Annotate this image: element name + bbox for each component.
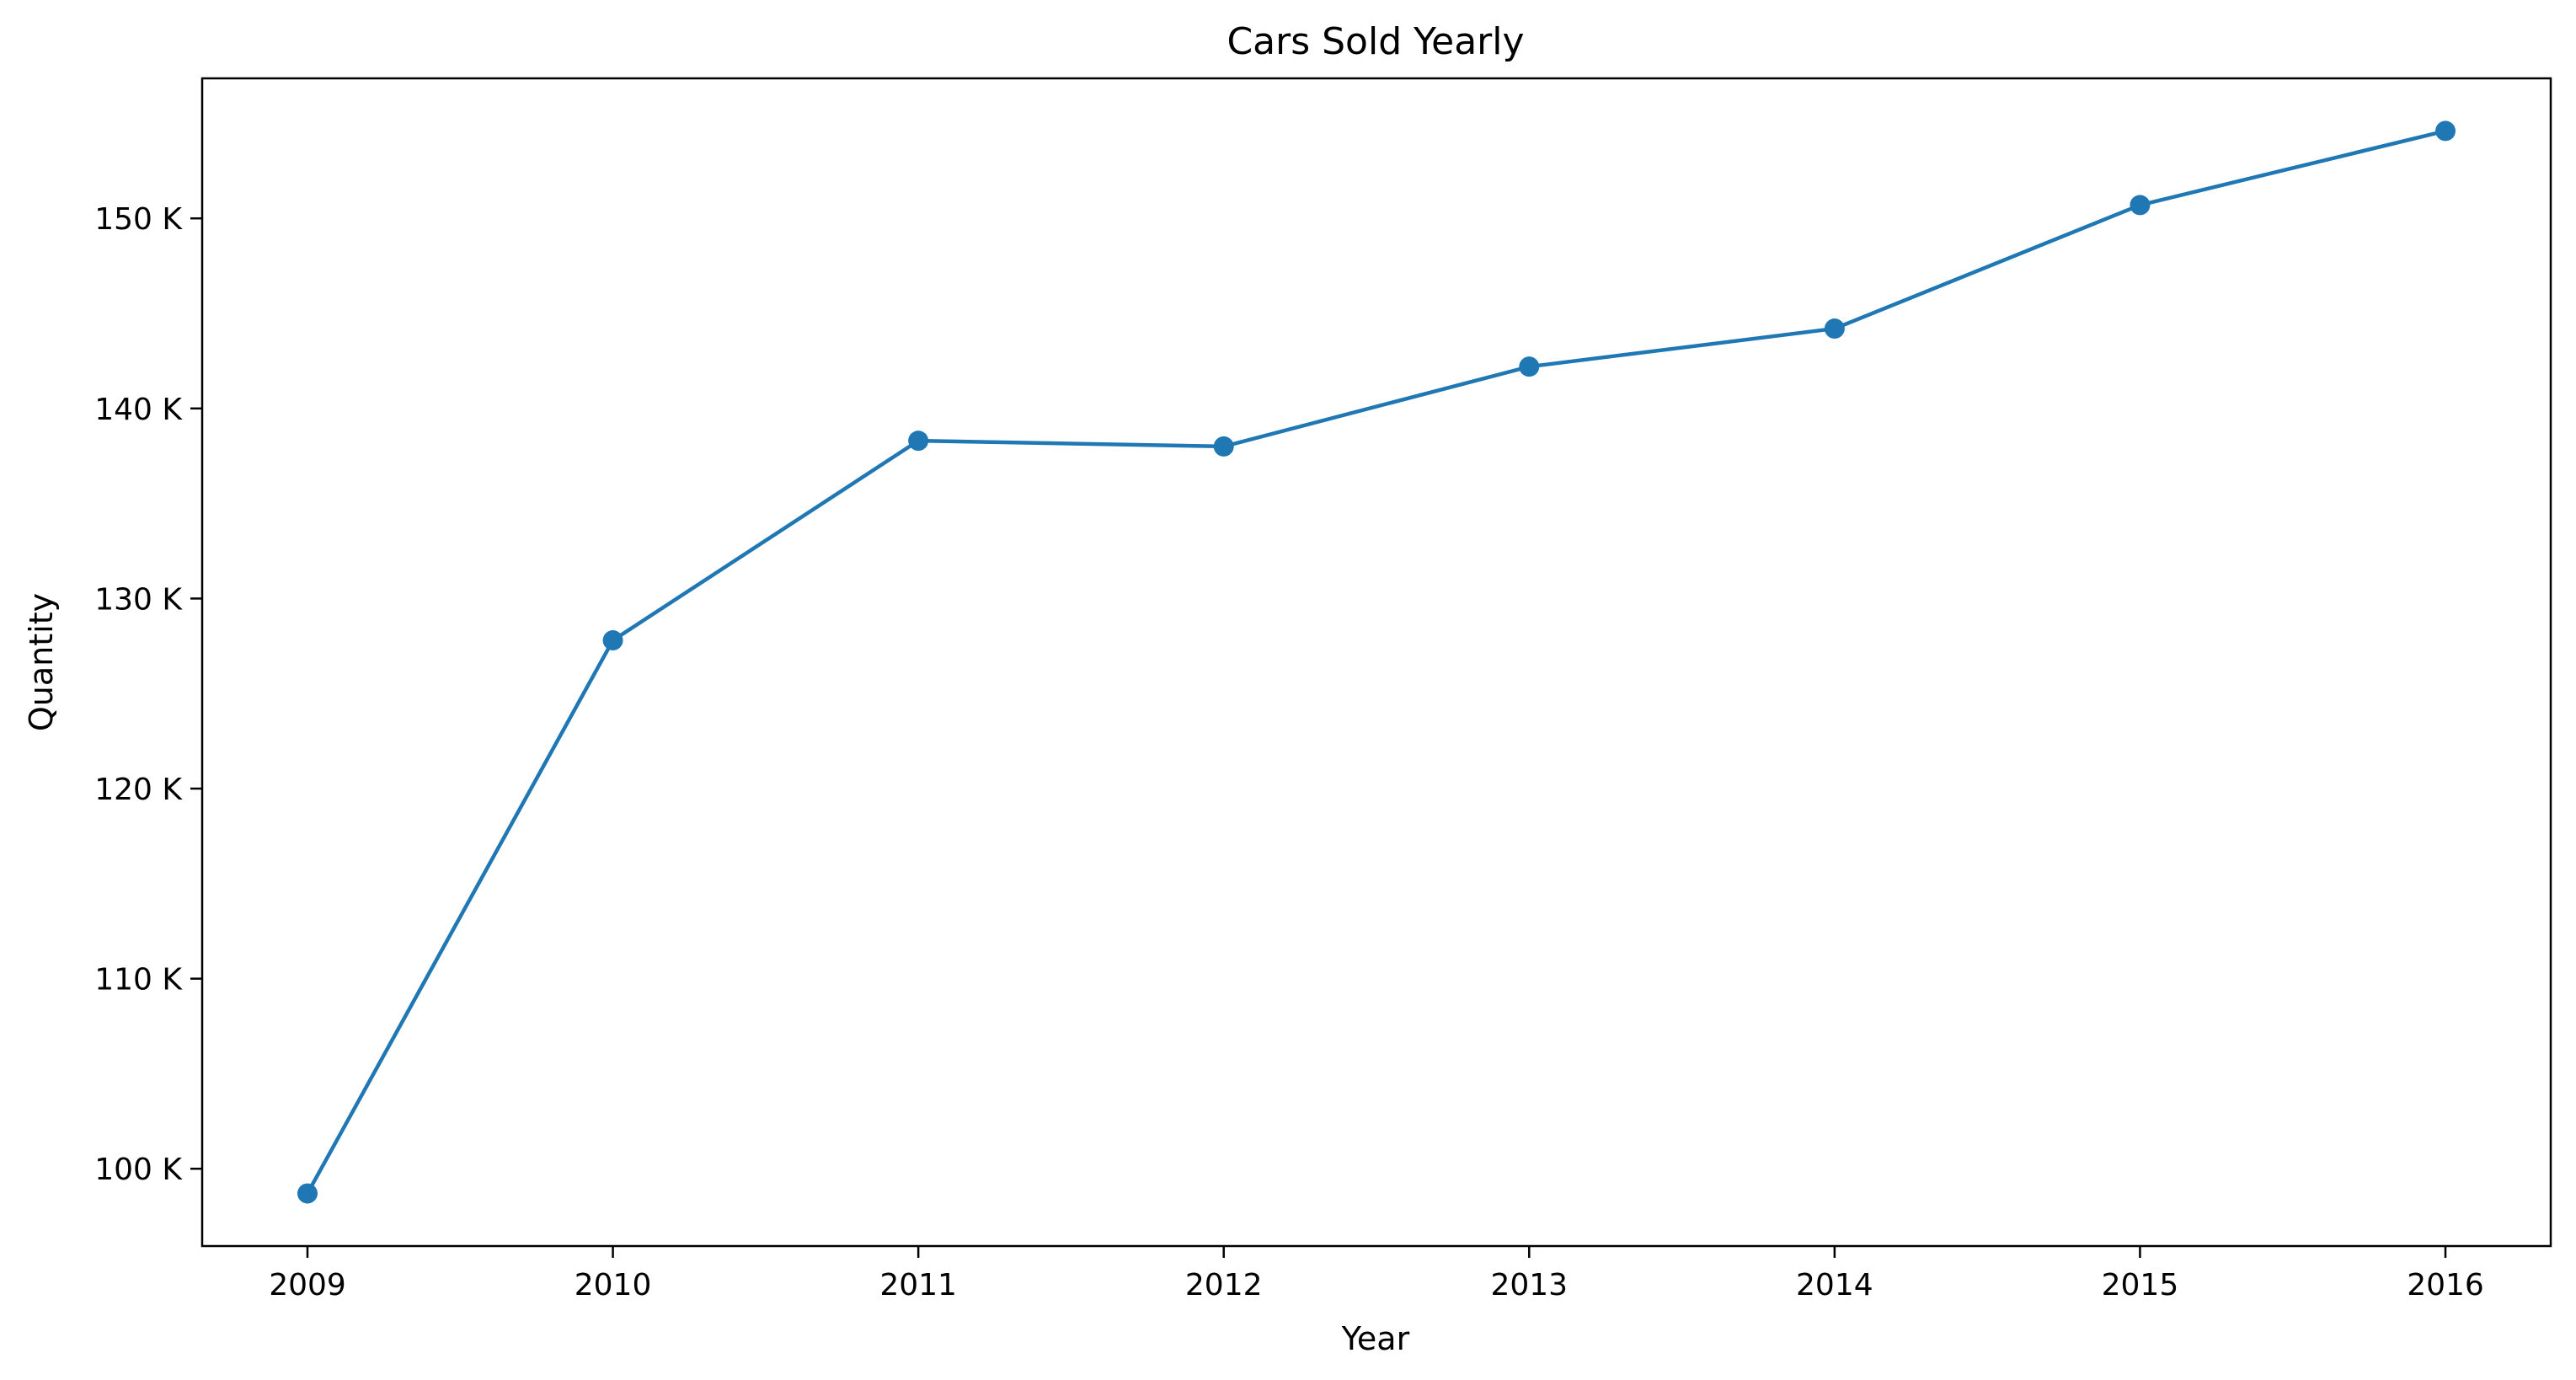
y-tick-label: 130 K <box>94 582 183 617</box>
x-axis-label: Year <box>1341 1320 1410 1357</box>
x-tick-label: 2009 <box>269 1268 346 1302</box>
data-point <box>1824 318 1845 340</box>
x-tick-label: 2013 <box>1490 1268 1568 1302</box>
data-point <box>297 1183 318 1204</box>
x-tick-label: 2010 <box>575 1268 652 1302</box>
y-axis: 100 K 110 K 120 K 130 K 140 K 150 K <box>94 202 202 1187</box>
y-tick-label: 110 K <box>94 963 183 998</box>
series-line <box>306 129 2446 1195</box>
x-tick-label: 2014 <box>1796 1268 1873 1302</box>
y-tick-label: 120 K <box>94 773 183 807</box>
y-tick-label: 140 K <box>94 393 183 427</box>
data-point <box>2130 195 2151 216</box>
x-axis: 2009 2010 2011 2012 2013 2014 2015 2016 <box>269 1246 2484 1302</box>
y-tick-label: 150 K <box>94 202 183 237</box>
series-group <box>297 120 2456 1204</box>
data-point <box>2435 120 2456 142</box>
plot-frame <box>200 77 2552 1248</box>
x-tick-label: 2012 <box>1185 1268 1263 1302</box>
x-tick-label: 2016 <box>2407 1268 2484 1302</box>
chart-title: Cars Sold Yearly <box>1227 20 1524 63</box>
x-tick-label: 2015 <box>2102 1268 2179 1302</box>
data-point <box>1213 436 1234 457</box>
x-tick-label: 2011 <box>879 1268 957 1302</box>
data-point <box>1519 356 1540 377</box>
y-tick-label: 100 K <box>94 1153 183 1187</box>
data-point <box>908 431 929 452</box>
data-point <box>602 630 623 651</box>
y-axis-label: Quantity <box>23 593 60 731</box>
